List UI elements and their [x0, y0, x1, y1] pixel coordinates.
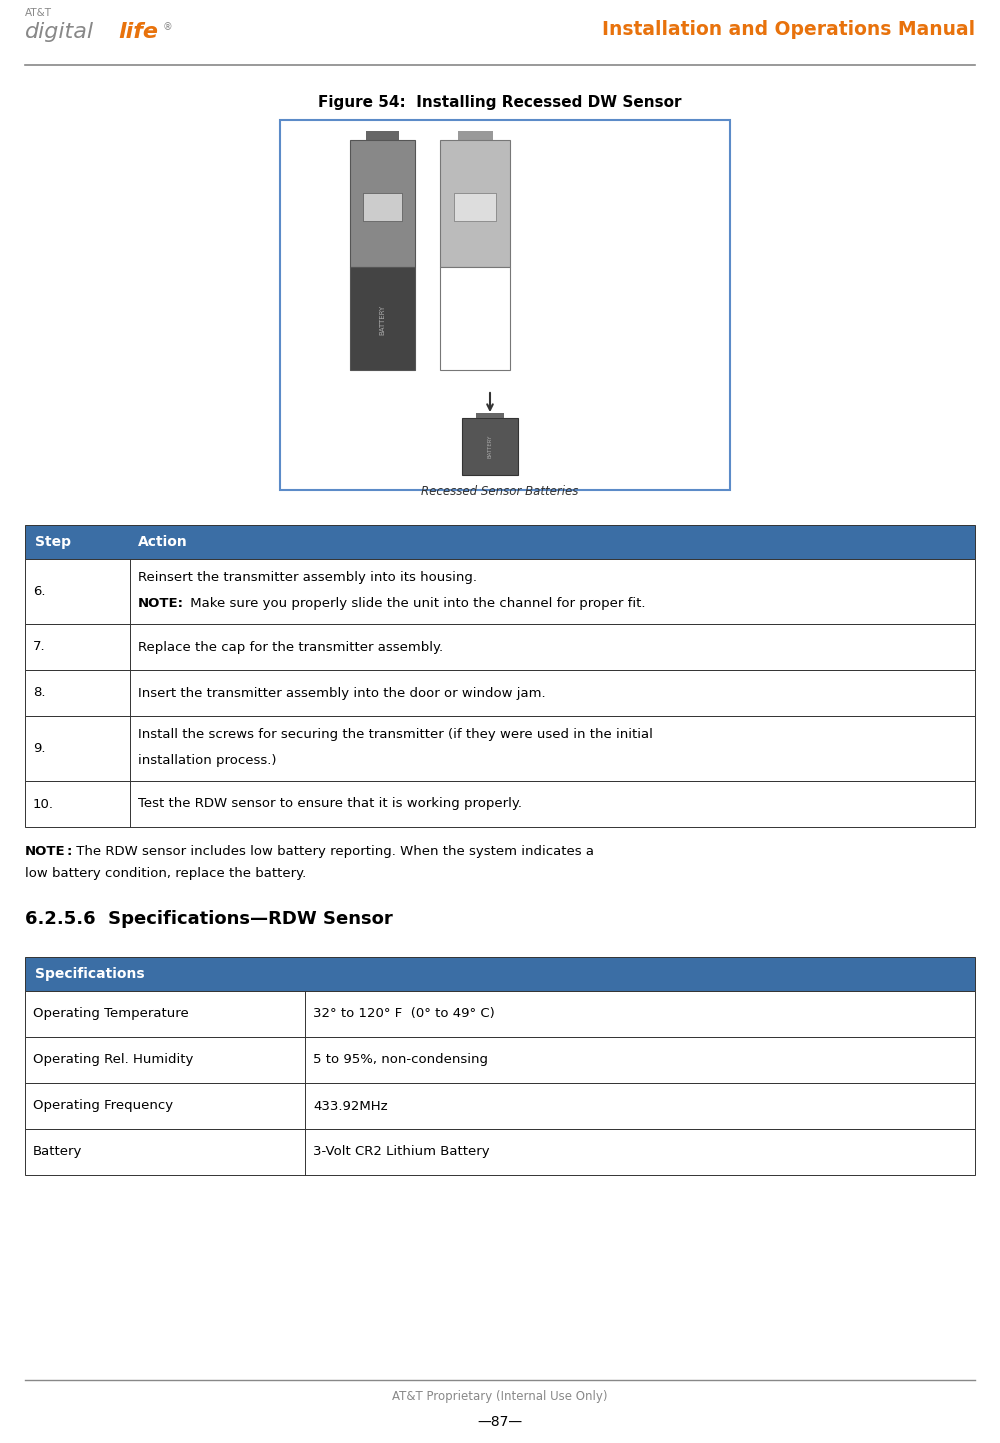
Text: installation process.): installation process.) — [138, 753, 276, 766]
Text: ®: ® — [163, 22, 173, 32]
Text: 9.: 9. — [33, 742, 46, 755]
Bar — [25, 670, 975, 716]
Text: Reinsert the transmitter assembly into its housing.: Reinsert the transmitter assembly into i… — [138, 570, 477, 583]
Text: NOTE: NOTE — [25, 846, 66, 859]
Text: BATTERY: BATTERY — [488, 434, 493, 459]
Bar — [440, 267, 510, 369]
Text: Figure 54:  Installing Recessed DW Sensor: Figure 54: Installing Recessed DW Sensor — [318, 95, 682, 110]
Bar — [25, 716, 975, 781]
Text: 8.: 8. — [33, 687, 46, 700]
Bar — [458, 131, 492, 140]
Text: Step: Step — [35, 535, 71, 548]
Bar — [366, 131, 399, 140]
Bar — [462, 418, 518, 475]
Text: 3-Volt CR2 Lithium Battery: 3-Volt CR2 Lithium Battery — [313, 1146, 490, 1159]
Bar — [25, 781, 975, 827]
Text: AT&T Proprietary (Internal Use Only): AT&T Proprietary (Internal Use Only) — [392, 1390, 608, 1403]
Text: :: : — [67, 846, 72, 859]
Bar — [25, 1084, 975, 1128]
Text: Operating Frequency: Operating Frequency — [33, 1100, 173, 1113]
Text: 6.2.5.6  Specifications—RDW Sensor: 6.2.5.6 Specifications—RDW Sensor — [25, 911, 393, 928]
Text: low battery condition, replace the battery.: low battery condition, replace the batte… — [25, 867, 306, 880]
Text: digital: digital — [25, 22, 94, 42]
Text: AT&T: AT&T — [25, 9, 52, 17]
Bar — [363, 193, 402, 221]
Text: Make sure you properly slide the unit into the channel for proper fit.: Make sure you properly slide the unit in… — [186, 596, 645, 609]
Bar — [440, 140, 510, 267]
Text: Operating Rel. Humidity: Operating Rel. Humidity — [33, 1053, 193, 1066]
Bar — [25, 957, 975, 991]
Bar — [350, 140, 415, 267]
Bar — [280, 120, 730, 491]
Text: Action: Action — [138, 535, 187, 548]
Text: Replace the cap for the transmitter assembly.: Replace the cap for the transmitter asse… — [138, 641, 443, 654]
Text: life: life — [118, 22, 158, 42]
Text: Insert the transmitter assembly into the door or window jam.: Insert the transmitter assembly into the… — [138, 687, 545, 700]
Bar — [25, 623, 975, 670]
Text: BATTERY: BATTERY — [379, 304, 385, 335]
Text: —87—: —87— — [477, 1416, 523, 1429]
Text: The RDW sensor includes low battery reporting. When the system indicates a: The RDW sensor includes low battery repo… — [72, 846, 594, 859]
Text: Battery: Battery — [33, 1146, 82, 1159]
Text: 5 to 95%, non-condensing: 5 to 95%, non-condensing — [313, 1053, 488, 1066]
Text: Specifications: Specifications — [35, 967, 145, 981]
Bar — [350, 267, 415, 369]
Text: 433.92MHz: 433.92MHz — [313, 1100, 388, 1113]
Text: 6.: 6. — [33, 584, 46, 597]
Text: Test the RDW sensor to ensure that it is working properly.: Test the RDW sensor to ensure that it is… — [138, 798, 522, 811]
Bar — [476, 414, 504, 418]
Bar — [25, 1038, 975, 1084]
Text: Installation and Operations Manual: Installation and Operations Manual — [602, 20, 975, 39]
Text: 32° to 120° F  (0° to 49° C): 32° to 120° F (0° to 49° C) — [313, 1007, 495, 1020]
Bar — [25, 525, 975, 558]
Text: 10.: 10. — [33, 798, 54, 811]
Text: Install the screws for securing the transmitter (if they were used in the initia: Install the screws for securing the tran… — [138, 727, 652, 740]
Bar — [25, 1128, 975, 1175]
Text: NOTE:: NOTE: — [138, 596, 184, 609]
Bar — [25, 558, 975, 623]
Bar — [25, 991, 975, 1038]
Bar — [454, 193, 496, 221]
Text: 7.: 7. — [33, 641, 46, 654]
Text: Recessed Sensor Batteries: Recessed Sensor Batteries — [421, 485, 579, 498]
Text: Operating Temperature: Operating Temperature — [33, 1007, 189, 1020]
